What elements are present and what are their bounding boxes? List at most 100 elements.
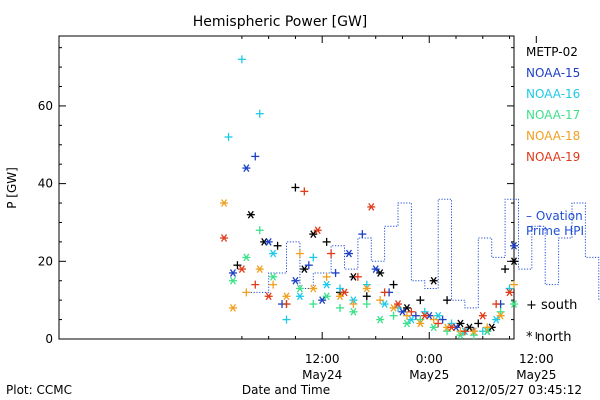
point-star (469, 327, 478, 336)
legend-ovation-line2: Prime HPI (526, 224, 584, 238)
point-star (510, 257, 518, 266)
point-star (269, 272, 278, 281)
marker-legend-south: + south (526, 298, 577, 313)
series-noaa-19 (220, 187, 514, 336)
point-star (416, 319, 425, 328)
y-tick-label: 40 (38, 177, 53, 191)
point-star (264, 238, 273, 246)
point-star (434, 311, 443, 320)
point-star (429, 276, 438, 285)
point-plus (389, 280, 398, 289)
point-plus (331, 268, 340, 277)
series-noaa-18 (220, 199, 518, 336)
point-star (228, 269, 237, 277)
x-tick-sublabel: May25 (516, 368, 556, 382)
point-star (322, 280, 331, 289)
point-star (300, 265, 309, 273)
point-star (447, 323, 456, 332)
point-plus (483, 323, 492, 332)
point-plus (255, 109, 264, 118)
data-markers (220, 55, 518, 340)
point-star (255, 265, 264, 273)
point-plus (269, 280, 278, 289)
y-tick-label: 60 (38, 99, 53, 113)
point-star (282, 292, 291, 301)
point-star (492, 315, 501, 324)
point-plus (376, 296, 385, 305)
point-star (510, 300, 518, 308)
legend-entry: NOAA-19 (526, 150, 580, 164)
point-star (295, 284, 304, 293)
point-plus (447, 319, 456, 328)
point-star (309, 230, 318, 238)
point-plus (336, 284, 345, 293)
point-plus (251, 280, 260, 289)
point-plus (362, 300, 371, 309)
x-tick-sublabel: May24 (302, 368, 342, 382)
legend-entry: NOAA-15 (526, 66, 580, 80)
ovation-prime-series (250, 198, 600, 309)
ovation-line (250, 198, 600, 309)
point-star (371, 265, 380, 273)
point-star (402, 319, 411, 328)
point-plus (469, 331, 478, 340)
point-plus (233, 261, 242, 270)
point-plus (309, 300, 318, 309)
point-star (220, 199, 229, 207)
point-star (362, 284, 371, 293)
point-star (220, 234, 229, 242)
point-plus (501, 265, 510, 274)
point-star (228, 276, 237, 285)
point-plus (510, 280, 518, 289)
point-plus (443, 327, 452, 336)
point-plus (505, 284, 514, 293)
point-star (336, 292, 345, 301)
series-noaa-15 (228, 152, 518, 336)
point-plus (255, 226, 264, 235)
point-plus (402, 311, 411, 320)
point-plus (282, 300, 291, 309)
footer-timestamp: 2012/05/27 03:45:12 (455, 383, 582, 397)
point-plus (309, 253, 318, 262)
point-plus (362, 292, 371, 301)
point-star (322, 292, 331, 301)
point-star (242, 164, 251, 172)
point-star (291, 276, 300, 285)
point-star (398, 307, 407, 316)
point-plus (434, 319, 443, 328)
point-plus (295, 249, 304, 258)
point-plus (416, 296, 425, 305)
point-star (376, 315, 385, 324)
point-star (394, 300, 403, 308)
point-star (344, 249, 353, 258)
point-star (429, 323, 438, 332)
point-plus (349, 300, 358, 309)
point-plus (251, 152, 260, 161)
marker-legend-north: * north (526, 330, 572, 345)
point-plus (327, 249, 336, 258)
series-noaa-16 (224, 55, 514, 336)
x-tick-label: 12:00 (305, 352, 340, 366)
point-star (407, 315, 416, 324)
point-plus (389, 311, 398, 320)
point-plus (282, 315, 291, 324)
point-plus (416, 315, 425, 324)
y-tick-label: 20 (38, 254, 53, 268)
chart-title: Hemispheric Power [GW] (193, 14, 368, 30)
legend-ovation-line1: – Ovation (526, 209, 583, 223)
x-axis-label: Date and Time (242, 383, 330, 397)
legend-entry: METP-02 (526, 45, 578, 59)
point-plus (474, 319, 483, 328)
y-tick-label: 0 (45, 332, 53, 346)
point-star (376, 269, 385, 277)
point-plus (438, 315, 447, 324)
point-star (340, 288, 349, 297)
point-star (380, 300, 389, 308)
legend-entry: NOAA-16 (526, 87, 580, 101)
point-star (349, 307, 358, 316)
point-plus (304, 261, 313, 270)
legend: METP-02 NOAA-15 NOAA-16 NOAA-17 NOAA-18 NOAA-… (526, 45, 584, 345)
point-plus (224, 133, 233, 141)
point-star (242, 253, 251, 262)
